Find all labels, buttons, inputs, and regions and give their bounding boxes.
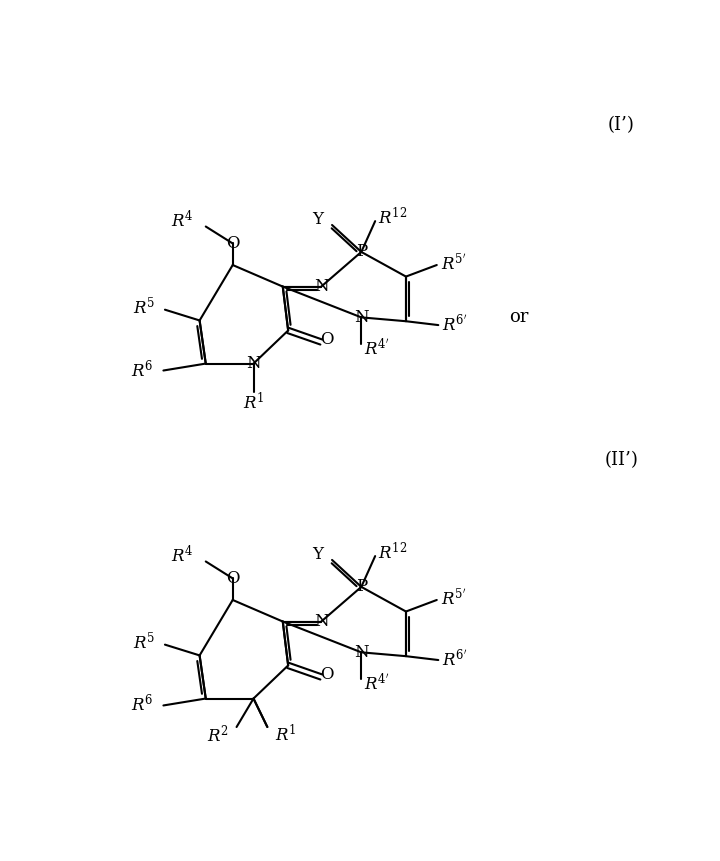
Text: (I’): (I’) [608,116,635,133]
Text: $R^{5'}$: $R^{5'}$ [441,252,467,273]
Text: N: N [354,644,369,661]
Text: O: O [226,570,240,587]
Text: P: P [356,579,367,595]
Text: $R^{4'}$: $R^{4'}$ [364,338,390,359]
Text: $R^{6'}$: $R^{6'}$ [442,313,468,334]
Text: N: N [314,278,328,295]
Text: P: P [356,244,367,260]
Text: $R^{5'}$: $R^{5'}$ [441,587,467,608]
Text: O: O [320,666,333,683]
Text: $R^6$: $R^6$ [131,693,153,715]
Text: $R^4$: $R^4$ [171,210,194,231]
Text: O: O [320,331,333,348]
Text: $R^5$: $R^5$ [133,630,156,653]
Text: N: N [314,613,328,630]
Text: $R^2$: $R^2$ [207,724,229,746]
Text: $R^5$: $R^5$ [133,295,156,318]
Text: O: O [226,235,240,252]
Text: Y: Y [312,211,323,228]
Text: $R^{12}$: $R^{12}$ [378,542,408,563]
Text: Y: Y [312,546,323,563]
Text: or: or [510,308,528,326]
Text: N: N [354,309,369,325]
Text: (II’): (II’) [605,451,639,469]
Text: $R^{4'}$: $R^{4'}$ [364,672,390,694]
Text: N: N [246,355,261,372]
Text: $R^4$: $R^4$ [171,545,194,566]
Text: $R^{6'}$: $R^{6'}$ [442,648,468,669]
Text: $R^1$: $R^1$ [243,392,264,412]
Text: $R^1$: $R^1$ [275,724,297,746]
Text: $R^{12}$: $R^{12}$ [378,207,408,228]
Text: $R^6$: $R^6$ [131,358,153,380]
